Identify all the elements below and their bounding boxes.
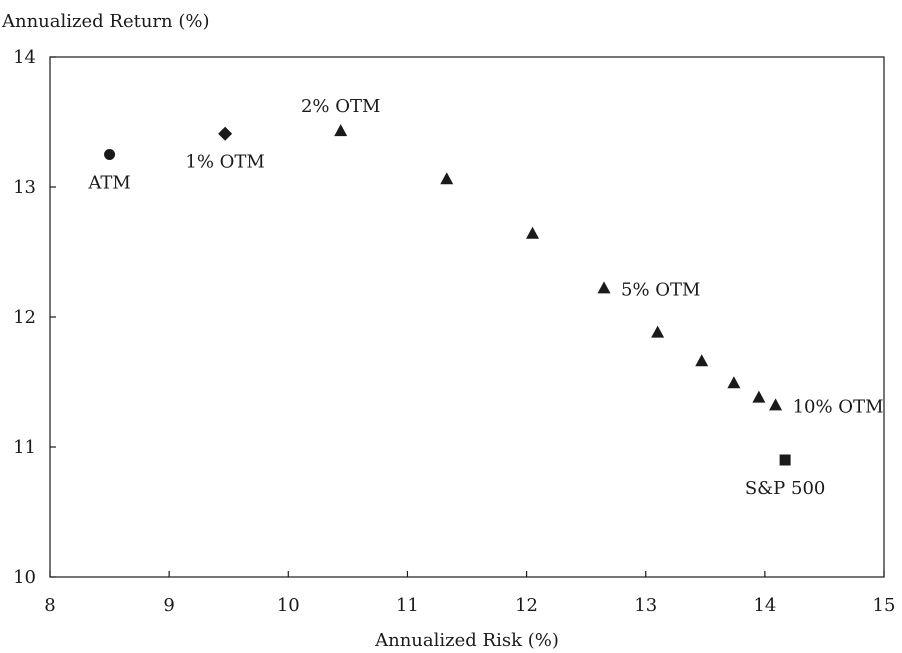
y-tick-label: 12 — [13, 307, 36, 328]
triangle-marker — [597, 281, 611, 294]
triangle-marker — [695, 354, 709, 367]
x-tick-label: 15 — [873, 595, 896, 616]
diamond-marker — [218, 126, 233, 141]
x-tick-label: 11 — [396, 595, 419, 616]
x-axis-title: Annualized Risk (%) — [374, 630, 559, 651]
y-tick-label: 13 — [13, 177, 36, 198]
plot-frame — [49, 56, 885, 578]
y-tick-label: 10 — [13, 567, 36, 588]
triangle-marker — [440, 172, 454, 185]
x-tick-label: 8 — [44, 595, 55, 616]
triangle-marker — [526, 226, 540, 239]
triangle-marker — [752, 390, 766, 403]
annotation-label: 10% OTM — [793, 396, 884, 417]
x-tick-label: 10 — [277, 595, 300, 616]
x-tick-label: 9 — [163, 595, 174, 616]
y-tick-label: 11 — [13, 437, 36, 458]
circle-marker — [104, 149, 116, 160]
annotation-label: ATM — [87, 173, 130, 194]
annotation-label: 1% OTM — [185, 152, 264, 173]
x-tick-label: 13 — [634, 595, 657, 616]
annotation-label: S&P 500 — [745, 478, 826, 499]
axis-ticks: 8 9 10 11 12 13 14 15 10 11 12 13 14 — [13, 47, 895, 616]
square-marker — [779, 454, 791, 466]
annotation-label: 5% OTM — [621, 279, 700, 300]
point-annotations: ATM 1% OTM 2% OTM 5% OTM 10% OTM S&P 500 — [87, 96, 883, 499]
annotation-label: 2% OTM — [301, 96, 380, 117]
triangle-marker — [769, 398, 783, 411]
y-axis-title: Annualized Return (%) — [1, 11, 210, 32]
triangle-marker — [727, 376, 741, 389]
x-tick-label: 12 — [515, 595, 538, 616]
data-points — [104, 124, 791, 466]
triangle-marker — [651, 325, 665, 338]
triangle-marker — [334, 124, 348, 137]
y-tick-label: 14 — [13, 47, 36, 68]
x-tick-label: 14 — [753, 595, 776, 616]
